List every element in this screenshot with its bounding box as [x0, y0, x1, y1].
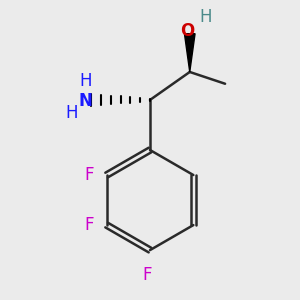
Text: N: N: [78, 92, 92, 110]
Polygon shape: [184, 34, 195, 72]
Text: H: H: [66, 104, 78, 122]
Text: H: H: [79, 72, 92, 90]
Text: H: H: [200, 8, 212, 26]
Text: F: F: [142, 266, 152, 284]
Text: F: F: [84, 216, 93, 234]
Text: O: O: [180, 22, 194, 40]
Text: F: F: [84, 166, 93, 184]
